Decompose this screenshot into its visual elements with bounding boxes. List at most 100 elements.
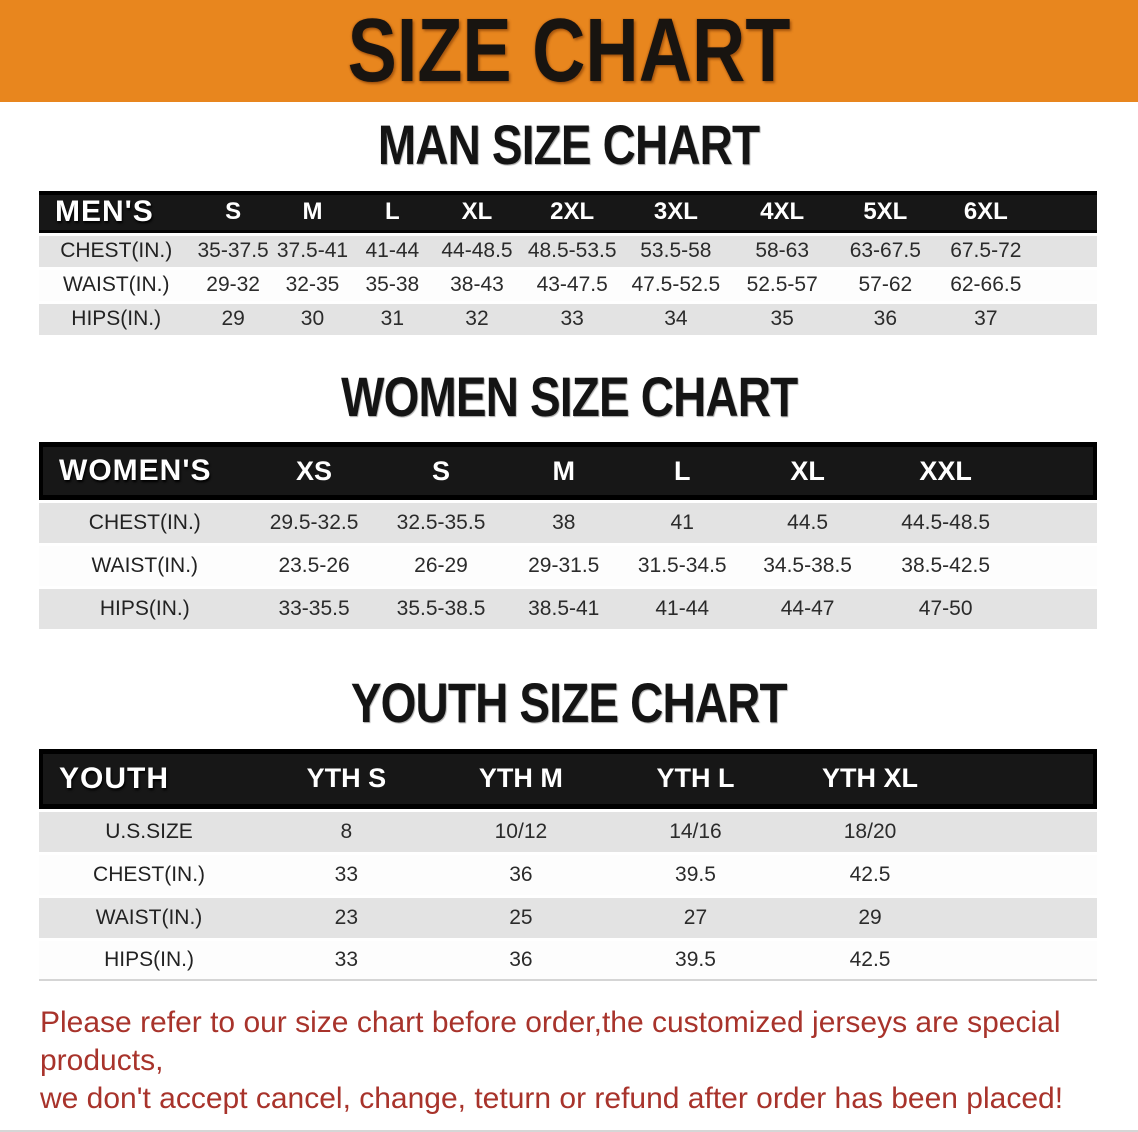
men-size-table: MEN'S S M L XL 2XL 3XL 4XL 5XL 6XL CHEST(IN.) 35-37…	[39, 188, 1097, 338]
measurement-cell: 39.5	[608, 854, 783, 895]
measurement-row: WAIST(IN.) 29-32 32-35 35-38 38-43 43-47.5 47.…	[39, 269, 1097, 301]
filler-cell	[1017, 546, 1097, 587]
row-label: CHEST(IN.)	[39, 503, 251, 544]
measurement-cell: 36	[433, 940, 609, 981]
measurement-cell: 44.5-48.5	[873, 503, 1018, 544]
size-column-header: 2XL	[521, 190, 623, 233]
measurement-cell: 32-35	[272, 269, 353, 301]
youth-section-heading-text: YOUTH SIZE CHART	[351, 671, 788, 735]
measurement-row: CHEST(IN.) 33 36 39.5 42.5	[39, 854, 1097, 895]
measurement-cell: 23	[259, 897, 434, 938]
size-column-header: L	[352, 190, 433, 233]
measurement-row: CHEST(IN.) 35-37.5 37.5-41 41-44 44-48.5 48.5…	[39, 235, 1097, 267]
table-corner-label: YOUTH	[39, 748, 260, 809]
filler-cell	[1017, 589, 1097, 630]
order-policy-line-1: Please refer to our size chart before or…	[40, 1005, 1061, 1077]
measurement-cell: 38-43	[432, 269, 522, 301]
filler-cell	[1036, 190, 1097, 233]
size-column-header: 5XL	[835, 190, 936, 233]
measurement-cell: 29-31.5	[504, 546, 623, 587]
youth-section-heading: YOUTH SIZE CHART	[0, 672, 1138, 734]
row-label: WAIST(IN.)	[39, 897, 260, 938]
size-column-header: XS	[250, 442, 378, 501]
filler-cell	[1036, 269, 1097, 301]
measurement-cell: 44.5	[741, 503, 874, 544]
measurement-cell: 36	[835, 303, 936, 335]
measurement-cell: 38	[504, 503, 623, 544]
size-column-header: L	[622, 442, 742, 501]
measurement-cell: 62-66.5	[935, 269, 1037, 301]
measurement-cell: 39.5	[608, 940, 783, 981]
measurement-cell: 33	[259, 940, 434, 981]
measurement-cell: 41	[622, 503, 742, 544]
size-column-header: YTH XL	[782, 748, 958, 809]
table-corner-label: MEN'S	[39, 190, 194, 233]
size-column-header: XL	[741, 442, 874, 501]
measurement-cell: 52.5-57	[728, 269, 836, 301]
filler-cell	[1036, 303, 1097, 335]
measurement-cell: 48.5-53.5	[521, 235, 623, 267]
women-section-heading-text: WOMEN SIZE CHART	[340, 364, 798, 428]
measurement-cell: 35-38	[352, 269, 433, 301]
measurement-cell: 63-67.5	[835, 235, 936, 267]
measurement-cell: 29	[193, 303, 273, 335]
measurement-cell: 18/20	[782, 811, 958, 852]
women-section-heading: WOMEN SIZE CHART	[0, 364, 1138, 428]
size-header-row: YOUTH YTH S YTH M YTH L YTH XL	[39, 748, 1097, 809]
measurement-cell: 41-44	[352, 235, 433, 267]
page-title: SIZE CHART	[347, 1, 791, 101]
size-header-row: MEN'S S M L XL 2XL 3XL 4XL 5XL 6XL	[39, 190, 1097, 233]
measurement-cell: 32.5-35.5	[377, 503, 505, 544]
measurement-cell: 29.5-32.5	[250, 503, 378, 544]
measurement-cell: 33	[521, 303, 623, 335]
measurement-cell: 26-29	[377, 546, 505, 587]
measurement-row: CHEST(IN.) 29.5-32.5 32.5-35.5 38 41 44.5 44.5…	[39, 503, 1097, 544]
measurement-cell: 33-35.5	[250, 589, 378, 630]
size-column-header: YTH L	[608, 748, 783, 809]
filler-cell	[1036, 235, 1097, 267]
measurement-cell: 36	[433, 854, 609, 895]
men-section-heading: MAN SIZE CHART	[0, 114, 1138, 176]
measurement-cell: 38.5-41	[504, 589, 623, 630]
size-column-header: M	[504, 442, 623, 501]
measurement-row: HIPS(IN.) 33-35.5 35.5-38.5 38.5-41 41-44 44-…	[39, 589, 1097, 630]
measurement-cell: 44-48.5	[432, 235, 522, 267]
row-label: HIPS(IN.)	[39, 940, 260, 981]
measurement-cell: 34	[622, 303, 729, 335]
measurement-row: U.S.SIZE 8 10/12 14/16 18/20	[39, 811, 1097, 852]
measurement-cell: 32	[432, 303, 522, 335]
measurement-cell: 37.5-41	[272, 235, 353, 267]
measurement-cell: 27	[608, 897, 783, 938]
size-column-header: YTH M	[433, 748, 609, 809]
measurement-row: WAIST(IN.) 23 25 27 29	[39, 897, 1097, 938]
row-label: WAIST(IN.)	[39, 546, 251, 587]
measurement-cell: 53.5-58	[622, 235, 729, 267]
row-label: HIPS(IN.)	[39, 303, 194, 335]
title-banner: SIZE CHART	[0, 0, 1138, 102]
measurement-row: HIPS(IN.) 33 36 39.5 42.5	[39, 940, 1097, 981]
size-column-header: YTH S	[259, 748, 434, 809]
measurement-cell: 35-37.5	[193, 235, 273, 267]
measurement-cell: 33	[259, 854, 434, 895]
row-label: WAIST(IN.)	[39, 269, 194, 301]
measurement-cell: 23.5-26	[250, 546, 378, 587]
row-label: HIPS(IN.)	[39, 589, 251, 630]
filler-cell	[1017, 442, 1097, 501]
measurement-cell: 38.5-42.5	[873, 546, 1018, 587]
row-label: CHEST(IN.)	[39, 854, 260, 895]
measurement-cell: 41-44	[622, 589, 742, 630]
measurement-cell: 57-62	[835, 269, 936, 301]
measurement-cell: 37	[935, 303, 1037, 335]
measurement-cell: 8	[259, 811, 434, 852]
youth-size-table: YOUTH YTH S YTH M YTH L YTH XL U.S.SIZE 8 10/12…	[39, 746, 1097, 984]
measurement-cell: 58-63	[728, 235, 836, 267]
measurement-cell: 47.5-52.5	[622, 269, 729, 301]
size-column-header: S	[193, 190, 273, 233]
size-column-header: S	[377, 442, 505, 501]
row-label: CHEST(IN.)	[39, 235, 194, 267]
filler-cell	[957, 940, 1097, 981]
size-column-header: XL	[432, 190, 522, 233]
order-policy-line-2: we don't accept cancel, change, teturn o…	[40, 1081, 1064, 1115]
size-header-row: WOMEN'S XS S M L XL XXL	[39, 442, 1097, 501]
